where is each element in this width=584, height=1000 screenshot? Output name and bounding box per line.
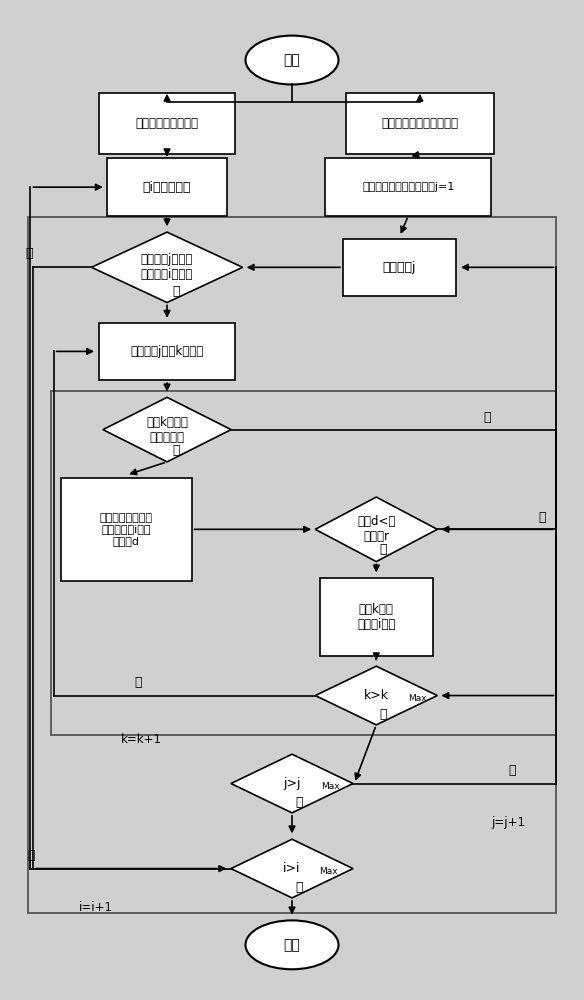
Polygon shape [92, 232, 242, 303]
Text: 牛顿迭代计算颗粒
与空间网格i的最
小距离d: 牛顿迭代计算颗粒 与空间网格i的最 小距离d [100, 513, 153, 546]
Text: j>j: j>j [283, 777, 301, 790]
Text: i>i: i>i [283, 862, 301, 875]
Ellipse shape [245, 920, 339, 969]
Text: 是: 是 [172, 444, 179, 457]
Text: 否: 否 [508, 764, 516, 777]
Text: k>k: k>k [364, 689, 389, 702]
Text: 形函数表示边界网格: 形函数表示边界网格 [135, 117, 199, 130]
FancyBboxPatch shape [346, 93, 494, 154]
Polygon shape [315, 666, 437, 725]
Text: 是: 是 [296, 881, 303, 894]
FancyBboxPatch shape [107, 158, 227, 216]
Polygon shape [315, 497, 437, 562]
Text: 空间网格j: 空间网格j [383, 261, 416, 274]
FancyBboxPatch shape [343, 239, 456, 296]
FancyBboxPatch shape [99, 93, 235, 154]
Polygon shape [231, 839, 353, 898]
Text: 颗粒k是否满
足几何条件: 颗粒k是否满 足几何条件 [146, 416, 188, 444]
Ellipse shape [245, 36, 339, 84]
Text: j=j+1: j=j+1 [491, 816, 525, 829]
Text: 是: 是 [380, 708, 387, 721]
Text: i=i+1: i=i+1 [78, 901, 113, 914]
FancyBboxPatch shape [319, 578, 433, 656]
Text: 距离d<颗
粒半径r: 距离d<颗 粒半径r [357, 515, 395, 543]
Text: k=k+1: k=k+1 [120, 733, 161, 746]
Text: Max: Max [321, 782, 340, 791]
Polygon shape [231, 754, 353, 813]
Text: 否: 否 [483, 411, 491, 424]
Text: 空间网格j中第k个颗粒: 空间网格j中第k个颗粒 [130, 345, 204, 358]
Text: 颗粒k与边
界网格i接触: 颗粒k与边 界网格i接触 [357, 603, 395, 631]
Polygon shape [103, 397, 231, 462]
Text: 是: 是 [380, 543, 387, 556]
Text: 否: 否 [538, 511, 545, 524]
Text: 否: 否 [134, 676, 142, 689]
Text: Max: Max [408, 694, 427, 703]
Text: 颗粒流模型划分空间网格: 颗粒流模型划分空间网格 [381, 117, 458, 130]
FancyBboxPatch shape [61, 478, 192, 581]
Text: 第i个边界网格: 第i个边界网格 [142, 181, 192, 194]
FancyBboxPatch shape [325, 158, 491, 216]
Text: 空间网格j是否在
边界网格i范围内: 空间网格j是否在 边界网格i范围内 [141, 253, 193, 281]
FancyBboxPatch shape [99, 323, 235, 380]
Text: 结束: 结束 [284, 938, 300, 952]
Text: Max: Max [319, 867, 338, 876]
Text: 否: 否 [28, 849, 36, 862]
Text: 初始化空间网格起点编号j=1: 初始化空间网格起点编号j=1 [362, 182, 454, 192]
Text: 开始: 开始 [284, 53, 300, 67]
Text: 是: 是 [172, 285, 179, 298]
Text: 是: 是 [296, 796, 303, 809]
Text: 否: 否 [25, 247, 33, 260]
